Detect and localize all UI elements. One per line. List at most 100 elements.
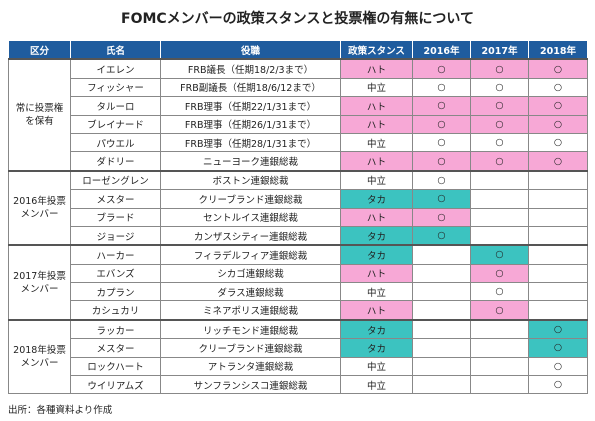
member-name: ラッカー (70, 319, 161, 340)
vote-cell: ○ (470, 96, 529, 116)
vote-cell (412, 375, 471, 395)
vote-cell (470, 225, 529, 246)
vote-cell (528, 282, 588, 302)
stance: 中立 (340, 356, 413, 377)
vote-cell (412, 356, 471, 377)
member-row: 2018年投票メンバー ラッカー リッチモンド連銀総裁 タカ ○ (8, 319, 588, 395)
vote-cell: ○ (528, 375, 588, 395)
member-row: ブラード セントルイス連銀総裁 ハト ○ (9, 207, 588, 227)
member-role: クリーブランド連銀総裁 (160, 338, 341, 358)
vote-cell: ○ (528, 151, 588, 172)
header-cell: 氏名 (70, 40, 161, 60)
member-row: カプラン ダラス連銀総裁 中立 ○ (9, 282, 588, 302)
stance: ハト (340, 300, 413, 321)
member-name: ジョージ (70, 225, 161, 246)
member-row: 常に投票権を保有 イエレン FRB議長（任期18/2/3まで） ハト ○ ○ ○ (8, 58, 588, 172)
member-name: ブラード (70, 207, 161, 227)
stance: 中立 (340, 132, 413, 153)
vote-cell: ○ (412, 170, 471, 191)
vote-cell: ○ (528, 96, 588, 116)
member-row: ウイリアムズ サンフランシスコ連銀総裁 中立 ○ (9, 375, 588, 395)
member-name: ロックハート (70, 356, 161, 377)
table: 区分 氏名 役職 政策スタンス 2016年 2017年 2018年 常に投票権を保有 イエレン… (8, 40, 588, 395)
member-role: ボストン連銀総裁 (160, 170, 341, 191)
vote-cell: ○ (528, 132, 588, 153)
header-cell: 区分 (8, 40, 71, 60)
member-name: メスター (70, 338, 161, 358)
member-role: セントルイス連銀総裁 (160, 207, 341, 227)
member-row: ジョージ カンザスシティー連銀総裁 タカ ○ (9, 225, 588, 246)
member-name: ダドリー (70, 151, 161, 172)
vote-cell: ○ (412, 151, 471, 172)
vote-cell: ○ (470, 282, 529, 302)
member-role: クリーブランド連銀総裁 (160, 189, 341, 209)
vote-cell (470, 338, 529, 358)
vote-cell (412, 282, 471, 302)
member-name: タルーロ (70, 96, 161, 116)
vote-cell: ○ (470, 77, 529, 98)
vote-cell: ○ (412, 77, 471, 98)
member-name: ブレイナード (70, 114, 161, 134)
vote-cell (470, 207, 529, 227)
member-role: アトランタ連銀総裁 (160, 356, 341, 377)
member-role: FRB理事（任期26/1/31まで） (160, 114, 341, 134)
group-label: 2018年投票メンバー (8, 319, 71, 395)
group: 常に投票権を保有 イエレン FRB議長（任期18/2/3まで） ハト ○ ○ ○ フィッシャー… (8, 58, 588, 172)
vote-cell (412, 263, 471, 284)
group: 2017年投票メンバー ハーカー フィラデルフィア連銀総裁 タカ ○ エバンズ シカゴ連銀総… (8, 244, 588, 321)
header-cell: 政策スタンス (340, 40, 413, 60)
vote-cell: ○ (470, 58, 529, 79)
member-name: エバンズ (70, 263, 161, 284)
member-role: FRB理事（任期28/1/31まで） (160, 132, 341, 153)
vote-cell (470, 319, 529, 340)
member-name: イエレン (70, 58, 161, 79)
member-role: リッチモンド連銀総裁 (160, 319, 341, 340)
vote-cell (528, 225, 588, 246)
vote-cell: ○ (412, 132, 471, 153)
stance: ハト (340, 58, 413, 79)
member-name: パウエル (70, 132, 161, 153)
member-row: 2016年投票メンバー ローゼングレン ボストン連銀総裁 中立 ○ (8, 170, 588, 246)
member-row: メスター クリーブランド連銀総裁 タカ ○ (9, 189, 588, 209)
vote-cell: ○ (412, 58, 471, 79)
vote-cell: ○ (470, 114, 529, 134)
stance: 中立 (340, 282, 413, 302)
member-name: フィッシャー (70, 77, 161, 98)
vote-cell (412, 300, 471, 321)
vote-cell (528, 263, 588, 284)
member-name: ローゼングレン (70, 170, 161, 191)
member-name: ハーカー (70, 244, 161, 265)
stance: ハト (340, 114, 413, 134)
stance: タカ (340, 189, 413, 209)
member-role: FRB議長（任期18/2/3まで） (160, 58, 341, 79)
vote-cell (470, 170, 529, 191)
member-row: エバンズ シカゴ連銀総裁 ハト ○ (9, 263, 588, 284)
group-label: 2016年投票メンバー (8, 170, 71, 246)
vote-cell: ○ (528, 58, 588, 79)
stance: ハト (340, 263, 413, 284)
stance: タカ (340, 244, 413, 265)
vote-cell (412, 244, 471, 265)
vote-cell (412, 319, 471, 340)
stance: ハト (340, 151, 413, 172)
vote-cell (528, 189, 588, 209)
vote-cell: ○ (528, 356, 588, 377)
header-cell: 2016年 (412, 40, 471, 60)
vote-cell: ○ (528, 319, 588, 340)
group: 2016年投票メンバー ローゼングレン ボストン連銀総裁 中立 ○ メスター クリーブランド… (8, 170, 588, 246)
header-row: 区分 氏名 役職 政策スタンス 2016年 2017年 2018年 (8, 40, 588, 60)
stance: タカ (340, 338, 413, 358)
member-row: メスター クリーブランド連銀総裁 タカ ○ (9, 338, 588, 358)
vote-cell (470, 189, 529, 209)
stance: 中立 (340, 77, 413, 98)
vote-cell (412, 338, 471, 358)
member-row: ダドリー ニューヨーク連銀総裁 ハト ○ ○ ○ (9, 151, 588, 172)
member-row: タルーロ FRB理事（任期22/1/31まで） ハト ○ ○ ○ (9, 96, 588, 116)
vote-cell (470, 356, 529, 377)
stance: 中立 (340, 375, 413, 395)
source-note: 出所：各種資料より作成 (8, 405, 113, 416)
header-cell: 2017年 (470, 40, 529, 60)
stance: 中立 (340, 170, 413, 191)
stance: ハト (340, 207, 413, 227)
